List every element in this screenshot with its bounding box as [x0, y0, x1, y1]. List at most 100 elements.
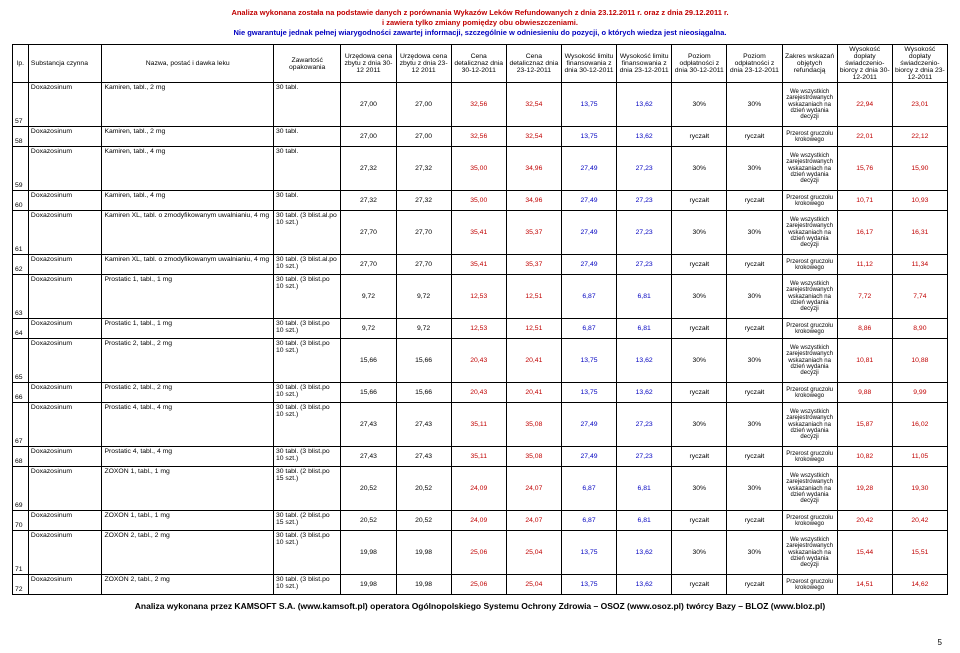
cell-name: ZOXON 1, tabl., 1 mg [102, 511, 274, 531]
cell-v1: 27,32 [396, 147, 451, 191]
cell-name: Kamiren XL, tabl. o zmodyfikowanym uwaln… [102, 255, 274, 275]
cell-v3: 32,54 [506, 127, 561, 147]
cell-v2: 20,43 [451, 339, 506, 383]
cell-v4: 13,75 [561, 83, 616, 127]
cell-d0: 10,71 [837, 191, 892, 211]
cell-v3: 24,07 [506, 467, 561, 511]
cell-v4: 27,49 [561, 191, 616, 211]
cell-d1: 22,12 [892, 127, 947, 147]
cell-v4: 27,49 [561, 255, 616, 275]
cell-v4: 6,87 [561, 467, 616, 511]
cell-pack: 30 tabl. (2 blist.po 15 szt.) [273, 511, 340, 531]
cell-lp: 66 [13, 383, 29, 403]
cell-sub: Doxazosinum [28, 383, 102, 403]
cell-v0: 27,43 [341, 403, 396, 447]
cell-v7: ryczałt [727, 191, 782, 211]
col-c2: Urzędowa cena zbytu z dnia 23-12 2011 [396, 45, 451, 83]
cell-v3: 25,04 [506, 575, 561, 595]
cell-zakres: Przerost gruczołu krokowego [782, 127, 837, 147]
cell-v2: 35,41 [451, 211, 506, 255]
cell-lp: 67 [13, 403, 29, 447]
cell-sub: Doxazosinum [28, 575, 102, 595]
cell-v3: 34,96 [506, 147, 561, 191]
cell-v5: 6,81 [617, 275, 672, 319]
col-sub: Substancja czynna [28, 45, 102, 83]
cell-v1: 20,52 [396, 467, 451, 511]
cell-d1: 23,01 [892, 83, 947, 127]
cell-d1: 19,30 [892, 467, 947, 511]
page-number: 5 [938, 638, 942, 647]
cell-v2: 25,06 [451, 575, 506, 595]
cell-v7: ryczałt [727, 447, 782, 467]
cell-v6: 30% [672, 467, 727, 511]
cell-v7: 30% [727, 275, 782, 319]
cell-v0: 27,70 [341, 211, 396, 255]
cell-v7: 30% [727, 403, 782, 447]
cell-v1: 9,72 [396, 275, 451, 319]
cell-d0: 15,87 [837, 403, 892, 447]
cell-name: ZOXON 2, tabl., 2 mg [102, 575, 274, 595]
cell-name: Kamiren XL, tabl. o zmodyfikowanym uwaln… [102, 211, 274, 255]
cell-d1: 20,42 [892, 511, 947, 531]
cell-v6: ryczałt [672, 447, 727, 467]
cell-d0: 8,86 [837, 319, 892, 339]
cell-d0: 22,01 [837, 127, 892, 147]
cell-sub: Doxazosinum [28, 467, 102, 511]
cell-d1: 16,02 [892, 403, 947, 447]
cell-v1: 27,32 [396, 191, 451, 211]
cell-v1: 27,43 [396, 447, 451, 467]
cell-v6: 30% [672, 147, 727, 191]
col-c7: Poziom odpłatności z dnia 30-12-2011 [672, 45, 727, 83]
cell-lp: 60 [13, 191, 29, 211]
cell-zakres: Przerost gruczołu krokowego [782, 575, 837, 595]
cell-v3: 24,07 [506, 511, 561, 531]
cell-v5: 27,23 [617, 191, 672, 211]
cell-zakres: Przerost gruczołu krokowego [782, 191, 837, 211]
cell-v7: 30% [727, 83, 782, 127]
cell-v2: 35,11 [451, 447, 506, 467]
cell-v0: 9,72 [341, 319, 396, 339]
header-line-2: i zawiera tylko zmiany pomiędzy obu obwi… [382, 18, 578, 27]
cell-v4: 27,49 [561, 147, 616, 191]
cell-d0: 10,82 [837, 447, 892, 467]
cell-lp: 61 [13, 211, 29, 255]
cell-pack: 30 tabl. (3 blist.po 10 szt.) [273, 403, 340, 447]
header-row: lp. Substancja czynna Nazwa, postać i da… [13, 45, 948, 83]
table-head: lp. Substancja czynna Nazwa, postać i da… [13, 45, 948, 83]
cell-v6: 30% [672, 339, 727, 383]
cell-pack: 30 tabl. [273, 191, 340, 211]
cell-pack: 30 tabl. (3 blist.po 10 szt.) [273, 339, 340, 383]
cell-pack: 30 tabl. (3 blist.po 10 szt.) [273, 447, 340, 467]
cell-zakres: We wszystkich zarejestrowanych wskazania… [782, 211, 837, 255]
cell-v6: ryczałt [672, 127, 727, 147]
cell-v7: ryczałt [727, 319, 782, 339]
cell-pack: 30 tabl. [273, 83, 340, 127]
cell-sub: Doxazosinum [28, 511, 102, 531]
cell-v7: 30% [727, 211, 782, 255]
table-row: 62DoxazosinumKamiren XL, tabl. o zmodyfi… [13, 255, 948, 275]
cell-v1: 19,98 [396, 575, 451, 595]
cell-zakres: We wszystkich zarejestrowanych wskazania… [782, 83, 837, 127]
cell-v6: 30% [672, 403, 727, 447]
cell-v1: 15,66 [396, 339, 451, 383]
cell-pack: 30 tabl. (3 blist.po 10 szt.) [273, 319, 340, 339]
table-row: 71DoxazosinumZOXON 2, tabl., 2 mg30 tabl… [13, 531, 948, 575]
cell-v6: 30% [672, 83, 727, 127]
cell-v6: ryczałt [672, 319, 727, 339]
cell-d1: 11,34 [892, 255, 947, 275]
cell-name: Prostatic 2, tabl., 2 mg [102, 339, 274, 383]
cell-v6: ryczałt [672, 255, 727, 275]
cell-v3: 35,37 [506, 255, 561, 275]
cell-v1: 27,70 [396, 211, 451, 255]
cell-d1: 15,90 [892, 147, 947, 191]
cell-sub: Doxazosinum [28, 127, 102, 147]
cell-v3: 20,41 [506, 339, 561, 383]
cell-v7: 30% [727, 531, 782, 575]
cell-v3: 35,08 [506, 447, 561, 467]
cell-pack: 30 tabl. (3 blist.al.po 10 szt.) [273, 211, 340, 255]
cell-v2: 32,56 [451, 83, 506, 127]
cell-d0: 22,94 [837, 83, 892, 127]
cell-v1: 27,70 [396, 255, 451, 275]
cell-v7: 30% [727, 339, 782, 383]
cell-v3: 35,08 [506, 403, 561, 447]
